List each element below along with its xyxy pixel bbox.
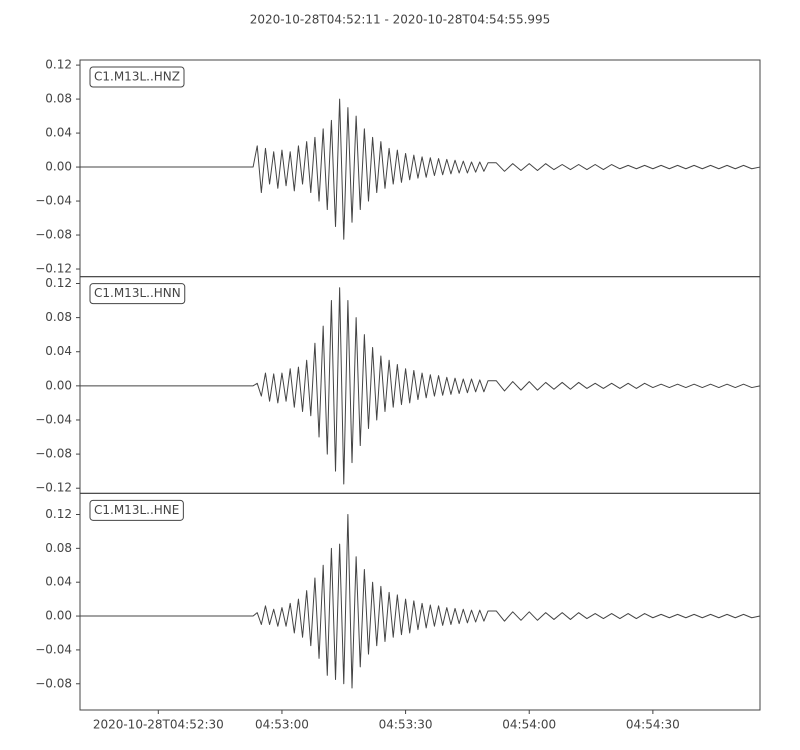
y-tick-label: −0.12: [35, 262, 72, 276]
y-tick-label: 0.04: [45, 575, 72, 589]
panel-frame: [79, 492, 761, 711]
x-tick-label: 04:53:30: [379, 718, 433, 732]
x-tick-label: 04:53:00: [255, 718, 309, 732]
legend: C1.M13L..HNZ: [89, 66, 185, 88]
legend-label: C1.M13L..HNE: [94, 503, 179, 517]
y-tick-label: 0.12: [45, 276, 72, 290]
y-tick-label: −0.04: [35, 642, 72, 656]
legend-box: [89, 499, 184, 521]
y-tick-label: 0.08: [45, 310, 72, 324]
y-tick-label: −0.04: [35, 194, 72, 208]
y-tick-label: 0.12: [45, 58, 72, 72]
y-tick-label: 0.04: [45, 344, 72, 358]
y-tick-label: −0.08: [35, 447, 72, 461]
x-tick-label: 04:54:00: [502, 718, 556, 732]
trace: [80, 287, 761, 485]
legend-box: [89, 66, 185, 88]
x-tick-label: 04:54:30: [626, 718, 680, 732]
y-tick-label: −0.08: [35, 228, 72, 242]
legend: C1.M13L..HNE: [89, 499, 184, 521]
y-tick-label: −0.08: [35, 676, 72, 690]
y-tick-label: 0.12: [45, 507, 72, 521]
chart-title: 2020-10-28T04:52:11 - 2020-10-28T04:54:5…: [250, 13, 551, 27]
y-tick-label: 0.08: [45, 541, 72, 555]
legend-label: C1.M13L..HNN: [94, 286, 181, 300]
legend: C1.M13L..HNN: [89, 283, 186, 305]
y-tick-label: −0.04: [35, 412, 72, 426]
y-tick-label: 0.04: [45, 126, 72, 140]
y-tick-label: 0.08: [45, 92, 72, 106]
y-tick-label: −0.12: [35, 481, 72, 495]
trace: [80, 98, 761, 240]
y-tick-label: 0.00: [45, 378, 72, 392]
trace: [80, 513, 761, 689]
x-tick-label: 2020-10-28T04:52:30: [93, 718, 224, 732]
y-tick-label: 0.00: [45, 609, 72, 623]
y-tick-label: 0.00: [45, 160, 72, 174]
legend-box: [89, 283, 186, 305]
legend-label: C1.M13L..HNZ: [94, 70, 180, 84]
